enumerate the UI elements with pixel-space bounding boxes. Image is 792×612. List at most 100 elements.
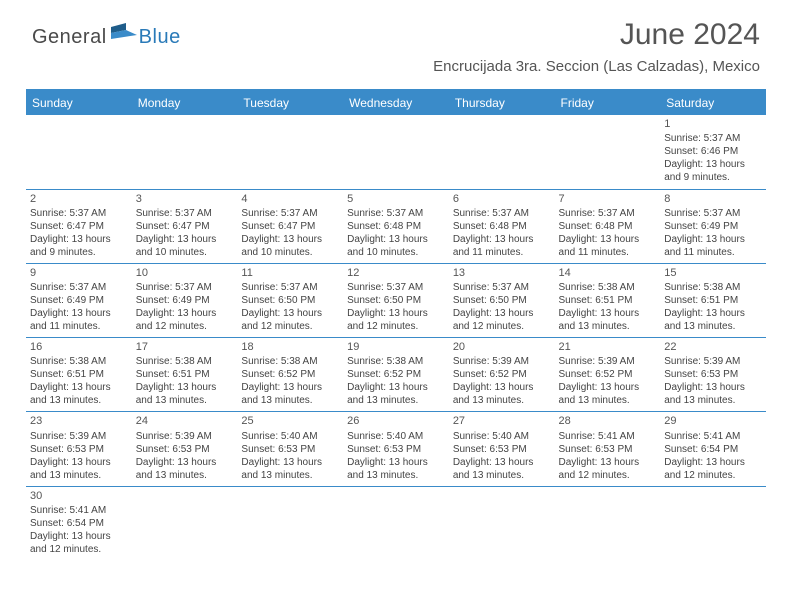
calendar-day-cell: 21Sunrise: 5:39 AMSunset: 6:52 PMDayligh… <box>555 338 661 412</box>
day-number: 2 <box>30 192 128 206</box>
daylight-text: Daylight: 13 hours and 11 minutes. <box>453 233 551 259</box>
sunset-text: Sunset: 6:53 PM <box>30 443 128 456</box>
day-number: 30 <box>30 489 128 503</box>
location-subtitle: Encrucijada 3ra. Seccion (Las Calzadas),… <box>433 58 760 75</box>
day-info: Sunrise: 5:37 AMSunset: 6:48 PMDaylight:… <box>347 207 445 259</box>
day-info: Sunrise: 5:37 AMSunset: 6:49 PMDaylight:… <box>136 281 234 333</box>
sunrise-text: Sunrise: 5:37 AM <box>30 281 128 294</box>
calendar-day-cell <box>343 115 449 189</box>
sunrise-text: Sunrise: 5:39 AM <box>664 355 762 368</box>
sunrise-text: Sunrise: 5:38 AM <box>136 355 234 368</box>
calendar-day-cell: 13Sunrise: 5:37 AMSunset: 6:50 PMDayligh… <box>449 263 555 337</box>
sunset-text: Sunset: 6:53 PM <box>664 368 762 381</box>
day-number: 14 <box>559 266 657 280</box>
day-number: 15 <box>664 266 762 280</box>
calendar-day-cell: 11Sunrise: 5:37 AMSunset: 6:50 PMDayligh… <box>237 263 343 337</box>
sunrise-text: Sunrise: 5:37 AM <box>347 207 445 220</box>
sunrise-text: Sunrise: 5:41 AM <box>30 504 128 517</box>
sunrise-text: Sunrise: 5:37 AM <box>453 207 551 220</box>
daylight-text: Daylight: 13 hours and 11 minutes. <box>664 233 762 259</box>
calendar-week-row: 16Sunrise: 5:38 AMSunset: 6:51 PMDayligh… <box>26 338 766 412</box>
calendar-day-cell <box>555 115 661 189</box>
day-number: 4 <box>241 192 339 206</box>
calendar-day-cell: 27Sunrise: 5:40 AMSunset: 6:53 PMDayligh… <box>449 412 555 486</box>
calendar-day-cell: 3Sunrise: 5:37 AMSunset: 6:47 PMDaylight… <box>132 189 238 263</box>
day-number: 1 <box>664 117 762 131</box>
day-number: 11 <box>241 266 339 280</box>
calendar-day-cell: 16Sunrise: 5:38 AMSunset: 6:51 PMDayligh… <box>26 338 132 412</box>
day-info: Sunrise: 5:37 AMSunset: 6:48 PMDaylight:… <box>453 207 551 259</box>
sunset-text: Sunset: 6:48 PM <box>559 220 657 233</box>
calendar-day-cell: 26Sunrise: 5:40 AMSunset: 6:53 PMDayligh… <box>343 412 449 486</box>
calendar-day-cell: 24Sunrise: 5:39 AMSunset: 6:53 PMDayligh… <box>132 412 238 486</box>
daylight-text: Daylight: 13 hours and 9 minutes. <box>664 158 762 184</box>
day-number: 23 <box>30 414 128 428</box>
day-info: Sunrise: 5:40 AMSunset: 6:53 PMDaylight:… <box>241 430 339 482</box>
calendar-day-cell <box>132 115 238 189</box>
sunset-text: Sunset: 6:51 PM <box>30 368 128 381</box>
day-number: 10 <box>136 266 234 280</box>
day-number: 3 <box>136 192 234 206</box>
day-info: Sunrise: 5:39 AMSunset: 6:53 PMDaylight:… <box>30 430 128 482</box>
sunset-text: Sunset: 6:52 PM <box>347 368 445 381</box>
sunset-text: Sunset: 6:52 PM <box>453 368 551 381</box>
calendar-day-cell: 7Sunrise: 5:37 AMSunset: 6:48 PMDaylight… <box>555 189 661 263</box>
sunrise-text: Sunrise: 5:37 AM <box>664 207 762 220</box>
calendar-day-cell: 5Sunrise: 5:37 AMSunset: 6:48 PMDaylight… <box>343 189 449 263</box>
day-number: 7 <box>559 192 657 206</box>
daylight-text: Daylight: 13 hours and 13 minutes. <box>241 381 339 407</box>
calendar-day-cell: 30Sunrise: 5:41 AMSunset: 6:54 PMDayligh… <box>26 486 132 560</box>
sunset-text: Sunset: 6:50 PM <box>453 294 551 307</box>
calendar-week-row: 30Sunrise: 5:41 AMSunset: 6:54 PMDayligh… <box>26 486 766 560</box>
calendar-day-cell: 25 Sunrise: 5:40 AMSunset: 6:53 PMDayligh… <box>237 412 343 486</box>
day-info: Sunrise: 5:37 AMSunset: 6:47 PMDaylight:… <box>30 207 128 259</box>
sunrise-text: Sunrise: 5:38 AM <box>241 355 339 368</box>
daylight-text: Daylight: 13 hours and 13 minutes. <box>347 381 445 407</box>
calendar-day-cell: 2Sunrise: 5:37 AMSunset: 6:47 PMDaylight… <box>26 189 132 263</box>
calendar-day-cell <box>555 486 661 560</box>
sunset-text: Sunset: 6:52 PM <box>241 368 339 381</box>
weekday-header: Sunday <box>26 90 132 115</box>
sunset-text: Sunset: 6:47 PM <box>136 220 234 233</box>
weekday-header: Monday <box>132 90 238 115</box>
sunset-text: Sunset: 6:51 PM <box>559 294 657 307</box>
sunset-text: Sunset: 6:54 PM <box>664 443 762 456</box>
calendar-day-cell: 12Sunrise: 5:37 AMSunset: 6:50 PMDayligh… <box>343 263 449 337</box>
daylight-text: Daylight: 13 hours and 11 minutes. <box>559 233 657 259</box>
day-number: 25 <box>241 414 339 428</box>
day-info: Sunrise: 5:39 AMSunset: 6:52 PMDaylight:… <box>559 355 657 407</box>
day-info: Sunrise: 5:37 AMSunset: 6:46 PMDaylight:… <box>664 132 762 184</box>
daylight-text: Daylight: 13 hours and 13 minutes. <box>664 381 762 407</box>
sunrise-text: Sunrise: 5:37 AM <box>30 207 128 220</box>
sunset-text: Sunset: 6:51 PM <box>664 294 762 307</box>
calendar-week-row: 2Sunrise: 5:37 AMSunset: 6:47 PMDaylight… <box>26 189 766 263</box>
sunset-text: Sunset: 6:49 PM <box>664 220 762 233</box>
day-number: 24 <box>136 414 234 428</box>
day-info: Sunrise: 5:38 AMSunset: 6:52 PMDaylight:… <box>347 355 445 407</box>
day-number: 12 <box>347 266 445 280</box>
sunrise-text: Sunrise: 5:38 AM <box>664 281 762 294</box>
sunset-text: Sunset: 6:53 PM <box>453 443 551 456</box>
daylight-text: Daylight: 13 hours and 9 minutes. <box>30 233 128 259</box>
sunrise-text: Sunrise: 5:38 AM <box>347 355 445 368</box>
calendar-day-cell: 19Sunrise: 5:38 AMSunset: 6:52 PMDayligh… <box>343 338 449 412</box>
sunrise-text: Sunrise: 5:39 AM <box>453 355 551 368</box>
sunrise-text: Sunrise: 5:37 AM <box>136 281 234 294</box>
sunrise-text: Sunrise: 5:37 AM <box>664 132 762 145</box>
day-info: Sunrise: 5:37 AMSunset: 6:49 PMDaylight:… <box>30 281 128 333</box>
weekday-header: Wednesday <box>343 90 449 115</box>
sunset-text: Sunset: 6:53 PM <box>347 443 445 456</box>
month-title: June 2024 <box>433 18 760 52</box>
sunset-text: Sunset: 6:50 PM <box>347 294 445 307</box>
sunrise-text: Sunrise: 5:40 AM <box>453 430 551 443</box>
calendar-day-cell: 8Sunrise: 5:37 AMSunset: 6:49 PMDaylight… <box>660 189 766 263</box>
daylight-text: Daylight: 13 hours and 10 minutes. <box>347 233 445 259</box>
sunrise-text: Sunrise: 5:41 AM <box>664 430 762 443</box>
daylight-text: Daylight: 13 hours and 11 minutes. <box>30 307 128 333</box>
sunset-text: Sunset: 6:50 PM <box>241 294 339 307</box>
daylight-text: Daylight: 13 hours and 12 minutes. <box>347 307 445 333</box>
logo-text-blue: Blue <box>139 26 181 49</box>
calendar-day-cell <box>660 486 766 560</box>
day-info: Sunrise: 5:38 AMSunset: 6:51 PMDaylight:… <box>136 355 234 407</box>
day-number: 9 <box>30 266 128 280</box>
